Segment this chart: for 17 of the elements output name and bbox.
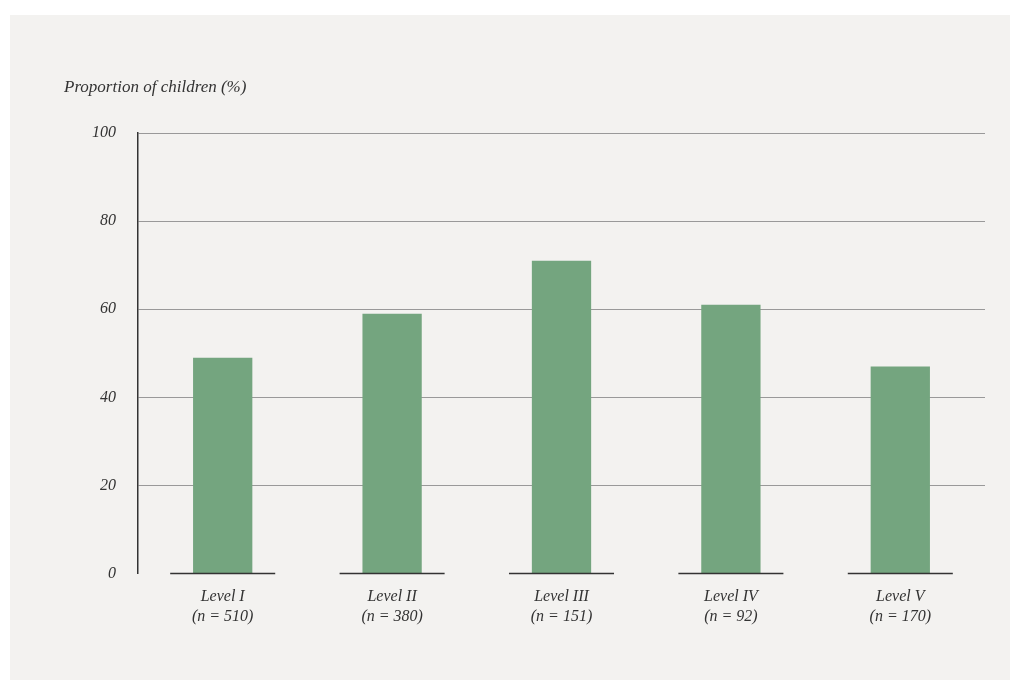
y-tick-label: 40 <box>100 387 116 405</box>
x-tick-label: Level III (n = 151) <box>530 587 593 625</box>
y-tick-label: 20 <box>100 475 116 493</box>
y-tick-label: 100 <box>92 123 116 141</box>
bar <box>701 304 761 574</box>
x-tick-label: Level V (n = 170) <box>869 587 932 625</box>
x-tick-label: Level I (n = 510) <box>191 587 254 625</box>
y-axis-title: Proportion of children (%) <box>64 77 247 97</box>
y-tick-label: 80 <box>100 211 116 229</box>
y-tick-label: 0 <box>108 563 116 581</box>
bar <box>531 260 592 574</box>
y-tick-label: 60 <box>100 299 116 317</box>
bar <box>870 366 930 574</box>
x-tick-label: Level II (n = 380) <box>361 587 423 625</box>
bar <box>362 313 422 574</box>
bar <box>193 357 253 574</box>
x-tick-label: Level IV (n = 92) <box>703 587 760 625</box>
